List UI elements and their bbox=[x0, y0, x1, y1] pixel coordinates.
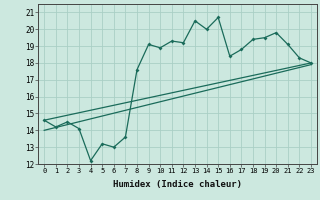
X-axis label: Humidex (Indice chaleur): Humidex (Indice chaleur) bbox=[113, 180, 242, 189]
